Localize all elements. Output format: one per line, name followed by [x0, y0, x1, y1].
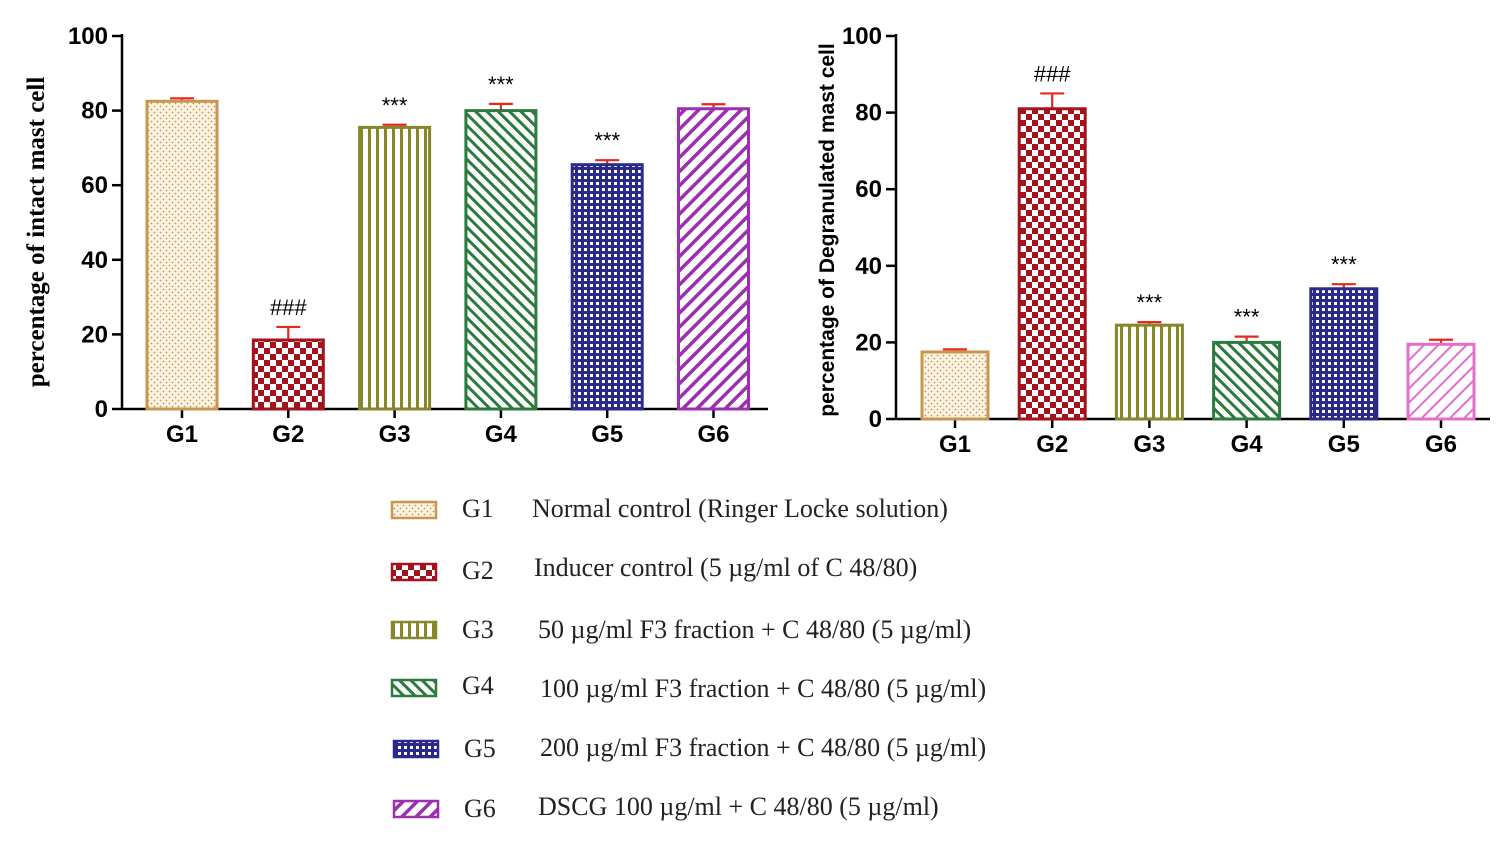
y-tick-label: 20 [855, 329, 882, 356]
legend-code: G6 [464, 794, 496, 823]
x-tick-label: G1 [939, 431, 971, 458]
legend-swatch-g6 [392, 799, 440, 819]
legend-swatch-g1 [390, 500, 438, 520]
x-tick-label: G6 [697, 421, 729, 448]
chart1-ylabel: percentage of intact mast cell [23, 77, 50, 388]
x-tick-label: G2 [272, 421, 304, 448]
y-tick-label: 80 [855, 100, 882, 127]
bar-g3 [1114, 323, 1184, 421]
bar-g2 [251, 338, 325, 411]
bar-g4 [1212, 340, 1282, 421]
legend-item: G2 Inducer control (5 µg/ml of C 48/80) [390, 553, 917, 585]
legend-label: 50 µg/ml F3 fraction + C 48/80 (5 µg/ml) [538, 615, 971, 644]
x-tick-label: G3 [1133, 431, 1165, 458]
y-tick-label: 40 [81, 247, 108, 274]
y-tick-label: 0 [869, 406, 882, 433]
legend-swatch-g4 [390, 678, 438, 698]
chart-intact-mast-cell: percentage of intact mast cell 0 20 40 60 80… [23, 23, 768, 448]
y-tick-label: 20 [81, 321, 108, 348]
significance-label: *** [1234, 305, 1260, 330]
y-tick-label: 60 [855, 176, 882, 203]
x-tick-label: G6 [1425, 431, 1457, 458]
chart-degranulated-mast-cell: percentage of Degranulated mast cell 0 20… [816, 23, 1490, 458]
bar-g4 [464, 109, 538, 411]
bar-g1 [920, 350, 990, 421]
significance-label: *** [1137, 290, 1163, 315]
bar-g5 [570, 163, 644, 411]
y-tick-label: 60 [81, 172, 108, 199]
significance-label: *** [488, 72, 514, 97]
y-tick-label: 100 [68, 23, 108, 50]
legend-code: G5 [464, 734, 496, 763]
legend-item: G3 50 µg/ml F3 fraction + C 48/80 (5 µg/… [390, 615, 971, 644]
significance-label: ### [1034, 61, 1071, 86]
bar-g6 [1406, 342, 1476, 421]
significance-label: *** [382, 93, 408, 118]
y-tick-label: 80 [81, 98, 108, 125]
chart2-ylabel: percentage of Degranulated mast cell [816, 43, 839, 416]
legend-label: 100 µg/ml F3 fraction + C 48/80 (5 µg/ml… [540, 674, 986, 703]
bar-g1 [145, 99, 219, 411]
legend-swatch-g2 [390, 562, 438, 582]
legend-item: G1 Normal control (Ringer Locke solution… [390, 494, 948, 523]
bar-g5 [1309, 287, 1379, 421]
bar-g2 [1017, 107, 1087, 421]
legend-item: G5 200 µg/ml F3 fraction + C 48/80 (5 µg… [392, 733, 986, 763]
x-tick-label: G3 [379, 421, 411, 448]
x-tick-label: G5 [591, 421, 623, 448]
legend-item: G4 100 µg/ml F3 fraction + C 48/80 (5 µg… [390, 671, 986, 703]
legend: G1 Normal control (Ringer Locke solution… [390, 494, 986, 823]
x-tick-label: G4 [485, 421, 518, 448]
significance-label: *** [594, 128, 620, 153]
legend-label: Normal control (Ringer Locke solution) [532, 494, 948, 523]
y-tick-label: 100 [842, 23, 882, 50]
legend-item: G6 DSCG 100 µg/ml + C 48/80 (5 µg/ml) [392, 792, 939, 823]
bar-g6 [677, 107, 750, 411]
x-tick-label: G4 [1231, 431, 1264, 458]
legend-swatch-g5 [392, 739, 440, 759]
legend-label: DSCG 100 µg/ml + C 48/80 (5 µg/ml) [538, 792, 939, 821]
significance-label: ### [270, 295, 307, 320]
legend-code: G1 [462, 494, 494, 523]
bar-g3 [358, 125, 432, 411]
legend-swatch-g3 [390, 620, 438, 640]
legend-code: G3 [462, 615, 494, 644]
legend-code: G4 [462, 671, 494, 700]
x-tick-label: G1 [166, 421, 198, 448]
legend-label: Inducer control (5 µg/ml of C 48/80) [534, 553, 917, 582]
legend-code: G2 [462, 556, 494, 585]
x-tick-label: G5 [1328, 431, 1360, 458]
legend-label: 200 µg/ml F3 fraction + C 48/80 (5 µg/ml… [540, 733, 986, 762]
y-tick-label: 0 [95, 396, 108, 423]
y-tick-label: 40 [855, 253, 882, 280]
significance-label: *** [1331, 252, 1357, 277]
x-tick-label: G2 [1036, 431, 1068, 458]
